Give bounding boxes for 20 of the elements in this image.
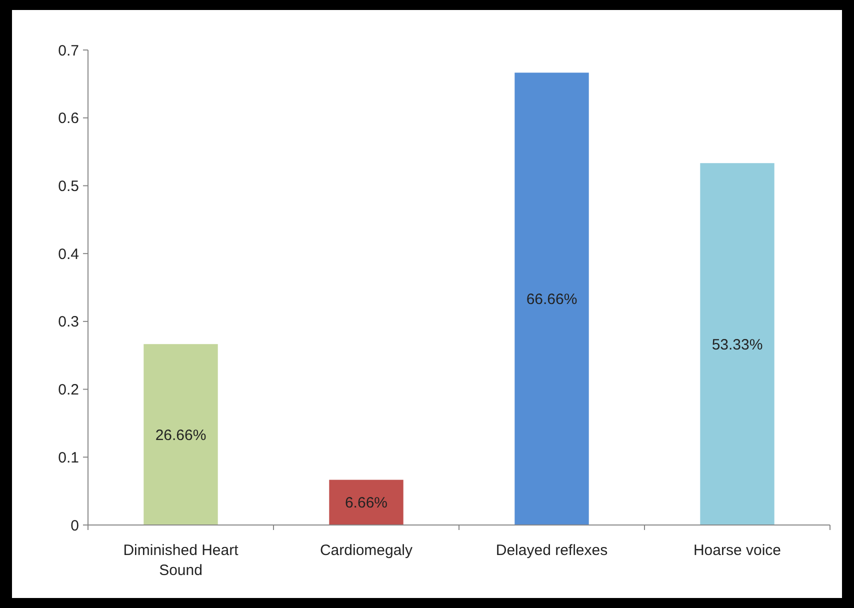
y-tick-label: 0 [70,517,79,534]
x-tick-label: Cardiomegaly [320,542,414,559]
y-tick-label: 0.2 [58,382,79,399]
bar [329,480,404,525]
y-tick-label: 0.5 [58,178,79,195]
y-tick-label: 0.7 [58,42,79,60]
x-tick-label: Diminished Heart Sound [123,542,240,579]
x-tick-label: Delayed reflexes [496,542,608,559]
data-label: 53.33% [712,336,763,354]
x-tick-label: Hoarse voice [693,542,782,559]
y-tick-label: 0.6 [58,110,79,128]
data-label: 66.66% [526,291,578,308]
bar [700,163,774,525]
y-tick-label: 0.4 [58,246,79,263]
data-label: 26.66% [155,426,206,444]
data-label: 6.66% [344,494,388,512]
y-tick-label: 0.1 [58,449,79,466]
y-tick-label: 0.3 [58,314,79,331]
bar [144,344,218,525]
bar [514,72,589,525]
